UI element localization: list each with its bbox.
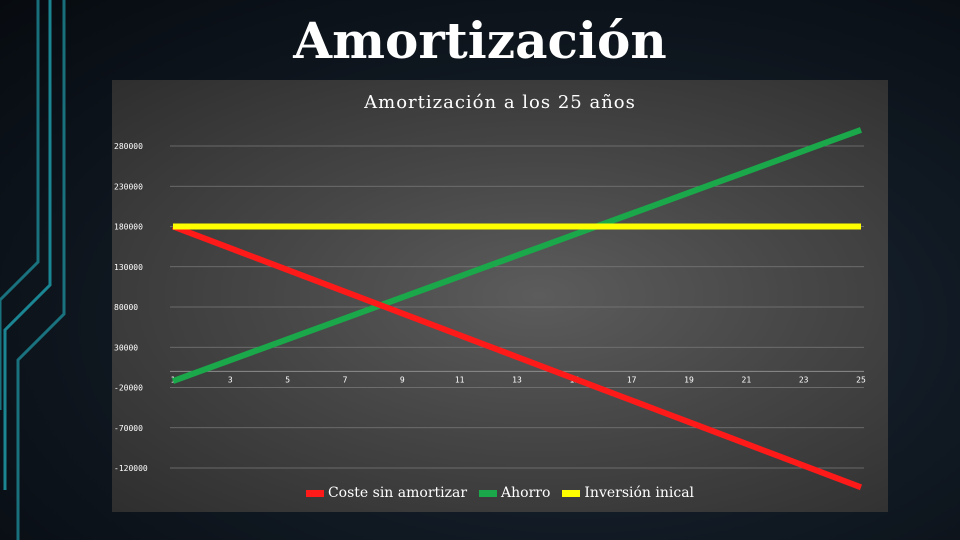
x-tick-label: 21 <box>742 375 752 384</box>
y-tick-label: 230000 <box>114 182 143 191</box>
y-tick-label: -70000 <box>114 424 143 433</box>
x-tick-label: 9 <box>400 375 405 384</box>
line-chart: 280000 230000 180000 130000 80000 30000 -20000… <box>114 127 866 491</box>
chart-legend: Coste sin amortizar Ahorro Inversión ini… <box>112 485 888 501</box>
y-tick-label: -120000 <box>114 464 148 473</box>
x-tick-label: 3 <box>228 375 233 384</box>
legend-item-coste: Coste sin amortizar <box>305 485 468 501</box>
legend-swatch-inversion <box>562 489 581 497</box>
legend-label-ahorro: Ahorro <box>501 485 551 501</box>
slide-title: Amortización <box>293 11 667 70</box>
y-tick-label: 280000 <box>114 142 143 151</box>
chart-title: Amortización a los 25 años <box>364 92 636 113</box>
x-tick-label: 25 <box>856 375 866 384</box>
legend-item-ahorro: Ahorro <box>479 485 550 501</box>
legend-label-coste: Coste sin amortizar <box>327 485 468 501</box>
legend-label-inversion: Inversión inical <box>584 485 695 501</box>
y-tick-label: 30000 <box>114 343 138 352</box>
y-tick-label: -20000 <box>114 384 143 393</box>
legend-item-inversion: Inversión inical <box>562 485 694 501</box>
x-tick-label: 5 <box>285 375 290 384</box>
x-tick-label: 7 <box>343 375 348 384</box>
x-tick-label: 17 <box>627 375 637 384</box>
series-line-coste <box>171 223 863 491</box>
x-tick-label: 13 <box>512 375 522 384</box>
y-tick-label: 180000 <box>114 223 143 232</box>
x-tick-label: 11 <box>455 375 465 384</box>
y-tick-label: 80000 <box>114 303 138 312</box>
legend-swatch-coste <box>305 489 324 497</box>
deco-line-2 <box>3 0 52 490</box>
deco-line-1 <box>0 0 40 410</box>
y-tick-label: 130000 <box>114 263 143 272</box>
deco-line-3 <box>16 0 66 540</box>
x-tick-label: 23 <box>799 375 809 384</box>
x-tick-label: 19 <box>684 375 694 384</box>
legend-swatch-ahorro <box>479 489 498 497</box>
series-line-ahorro <box>171 127 863 384</box>
chart-panel: 280000 230000 180000 130000 80000 30000 -20000… <box>112 80 888 512</box>
